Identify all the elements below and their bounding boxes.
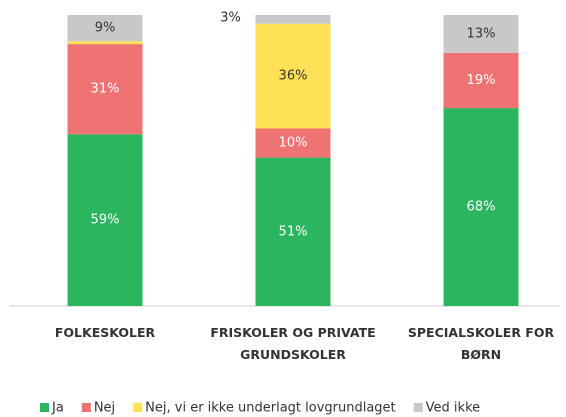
value-label: 19% — [467, 73, 496, 88]
legend-label: Nej, vi er ikke underlagt lovgrundlaget — [145, 401, 396, 416]
legend-swatch — [81, 403, 91, 412]
bar-segment — [67, 44, 143, 135]
bar-segment — [255, 128, 331, 158]
value-label: 68% — [467, 200, 496, 215]
legend-swatch — [133, 403, 143, 412]
bar-segment — [255, 157, 331, 306]
bar-segment — [255, 15, 331, 24]
x-tick-label: FRISKOLER OG PRIVATE GRUNDSKOLER — [210, 325, 376, 362]
value-label: 36% — [279, 69, 308, 84]
bar-segment — [67, 15, 143, 42]
bar-segment — [67, 41, 143, 45]
legend-label: Nej — [94, 401, 115, 416]
bar-segment — [443, 52, 519, 109]
legend-label: Ja — [51, 401, 64, 416]
value-label: 3% — [220, 11, 241, 26]
bar-segment — [255, 23, 331, 129]
value-label: 59% — [91, 213, 120, 228]
bar-segment — [443, 15, 519, 53]
legend-swatch — [413, 403, 423, 412]
legend-label: Ved ikke — [426, 401, 480, 416]
legend-swatch — [40, 403, 49, 412]
value-label: 51% — [279, 224, 308, 239]
value-label: 31% — [91, 82, 120, 97]
value-label: 13% — [467, 26, 496, 41]
value-label: 10% — [279, 136, 308, 151]
bar-segment — [443, 108, 519, 307]
bar-segment — [67, 134, 143, 306]
x-tick-label: SPECIALSKOLER FOR BØRN — [407, 325, 555, 362]
value-label: 9% — [95, 21, 116, 36]
x-tick-label: FOLKESKOLER — [54, 325, 156, 340]
